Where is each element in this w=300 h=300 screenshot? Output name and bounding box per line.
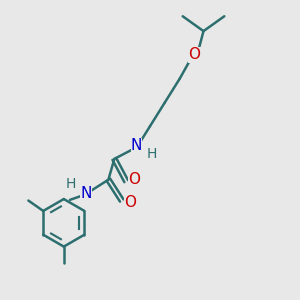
Text: N: N: [131, 138, 142, 153]
Text: O: O: [189, 47, 201, 62]
Text: H: H: [146, 148, 157, 161]
Text: O: O: [124, 194, 136, 209]
Text: O: O: [128, 172, 140, 187]
Text: N: N: [80, 186, 92, 201]
Text: H: H: [66, 177, 76, 191]
